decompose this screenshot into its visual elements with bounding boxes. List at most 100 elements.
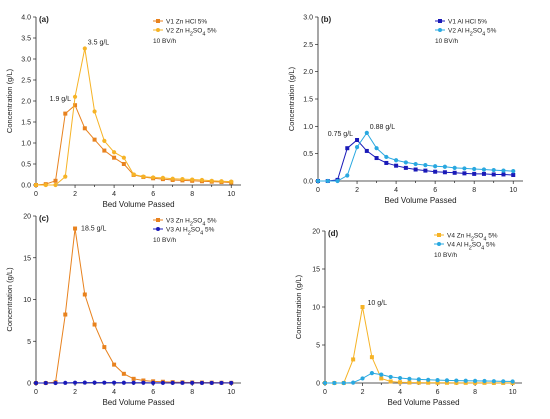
data-point: [102, 345, 106, 349]
data-point: [445, 378, 449, 382]
data-point: [379, 373, 383, 377]
y-tick-label: 2.0: [21, 99, 31, 106]
data-point: [482, 379, 486, 383]
data-point: [379, 376, 383, 380]
panel-label: (d): [328, 229, 339, 238]
data-point: [190, 177, 194, 181]
data-point: [210, 179, 214, 183]
peak-annotation: 1.9 g/L: [50, 96, 72, 103]
series-line-1: [325, 307, 513, 383]
data-point: [501, 172, 505, 176]
y-tick-label: 2.0: [303, 69, 313, 76]
y-tick-label: 1.0: [21, 141, 31, 148]
x-tick-label: 2: [355, 187, 359, 194]
x-tick-label: 10: [227, 389, 235, 396]
legend-swatch-marker: [437, 242, 441, 246]
y-tick-label: 1.5: [21, 120, 31, 127]
data-point: [345, 173, 349, 177]
data-point: [141, 175, 145, 179]
data-point: [375, 156, 379, 160]
data-point: [365, 149, 369, 153]
data-point: [83, 380, 87, 384]
y-tick-label: 10: [23, 297, 31, 304]
data-point: [394, 158, 398, 162]
y-tick-label: 2.5: [303, 42, 313, 49]
data-point: [414, 162, 418, 166]
data-point: [34, 183, 38, 187]
data-point: [407, 377, 411, 381]
y-tick-label: 20: [23, 214, 31, 221]
y-axis-title: Concentration (g/L): [294, 274, 303, 339]
series-line-1: [36, 229, 231, 383]
legend-entry: V4 Al H2SO4 5%: [447, 242, 496, 252]
peak-annotation: 3.5 g/L: [88, 40, 110, 47]
y-axis-title: Concentration (g/L): [287, 66, 296, 131]
data-point: [219, 179, 223, 183]
data-point: [122, 372, 126, 376]
data-point: [63, 381, 67, 385]
x-tick-label: 10: [509, 187, 517, 194]
data-point: [511, 173, 515, 177]
data-point: [501, 169, 505, 173]
data-point: [93, 323, 97, 327]
y-tick-label: 15: [23, 255, 31, 262]
data-point: [404, 166, 408, 170]
data-point: [351, 357, 355, 361]
data-point: [229, 180, 233, 184]
x-tick-label: 0: [34, 389, 38, 396]
y-axis-title: Concentration (g/L): [5, 267, 14, 332]
x-tick-label: 6: [151, 191, 155, 198]
legend-swatch-marker: [156, 28, 160, 32]
x-axis-title: Bed Volume Passed: [384, 196, 456, 205]
data-point: [122, 162, 126, 166]
legend-swatch-marker: [156, 19, 160, 23]
data-point: [132, 381, 136, 385]
data-point: [472, 167, 476, 171]
data-point: [423, 163, 427, 167]
data-point: [482, 172, 486, 176]
data-point: [141, 381, 145, 385]
data-point: [44, 183, 48, 187]
data-point: [102, 381, 106, 385]
y-tick-label: 1.5: [303, 97, 313, 104]
y-tick-label: 2.5: [21, 78, 31, 85]
data-point: [53, 183, 57, 187]
data-point: [210, 381, 214, 385]
panel-label: (b): [321, 15, 332, 24]
y-tick-label: 3.5: [21, 36, 31, 43]
data-point: [316, 179, 320, 183]
x-tick-label: 2: [361, 389, 365, 396]
data-point: [511, 379, 515, 383]
data-point: [190, 381, 194, 385]
legend-swatch-marker: [156, 227, 160, 231]
data-point: [394, 164, 398, 168]
data-point: [63, 175, 67, 179]
x-tick-label: 4: [398, 389, 402, 396]
legend-entry: V3 Al H2SO4 5%: [166, 227, 215, 237]
x-tick-label: 8: [473, 389, 477, 396]
x-tick-label: 10: [509, 389, 517, 396]
y-tick-label: 3.0: [21, 57, 31, 64]
legend-swatch-marker: [437, 233, 441, 237]
data-point: [151, 175, 155, 179]
data-point: [112, 363, 116, 367]
x-tick-label: 8: [190, 389, 194, 396]
data-point: [454, 378, 458, 382]
data-point: [404, 160, 408, 164]
data-point: [73, 381, 77, 385]
x-tick-label: 4: [112, 389, 116, 396]
data-point: [151, 381, 155, 385]
x-tick-label: 8: [190, 191, 194, 198]
data-point: [219, 381, 223, 385]
data-point: [54, 179, 58, 183]
y-tick-label: 0.5: [303, 151, 313, 158]
data-point: [63, 313, 67, 317]
data-point: [453, 171, 457, 175]
y-axis-title: Concentration (g/L): [5, 68, 14, 133]
data-point: [132, 377, 136, 381]
y-tick-label: 5: [27, 339, 31, 346]
data-point: [351, 381, 355, 385]
y-tick-label: 0: [316, 381, 320, 388]
